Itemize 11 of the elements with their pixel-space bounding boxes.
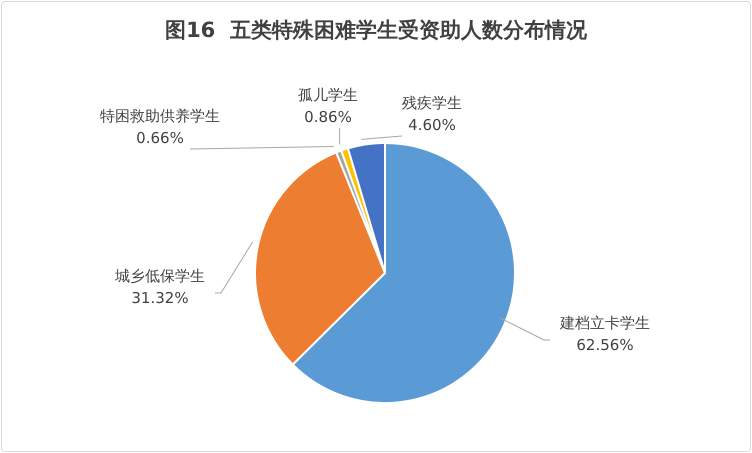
slice-label: 残疾学生 — [402, 94, 462, 112]
slice-label: 孤儿学生 — [298, 86, 358, 104]
slice-label: 特困救助供养学生 — [100, 107, 220, 125]
data-label: 31.32% — [131, 289, 189, 307]
data-label: 0.66% — [136, 129, 184, 147]
data-label: 4.60% — [408, 116, 456, 134]
slice-label: 城乡低保学生 — [114, 267, 205, 285]
data-label: 0.86% — [304, 108, 352, 126]
slice-label: 建档立卡学生 — [559, 314, 650, 332]
data-label: 62.56% — [576, 336, 634, 354]
chart-title: 图16 五类特殊困难学生受资助人数分布情况 — [164, 17, 588, 44]
